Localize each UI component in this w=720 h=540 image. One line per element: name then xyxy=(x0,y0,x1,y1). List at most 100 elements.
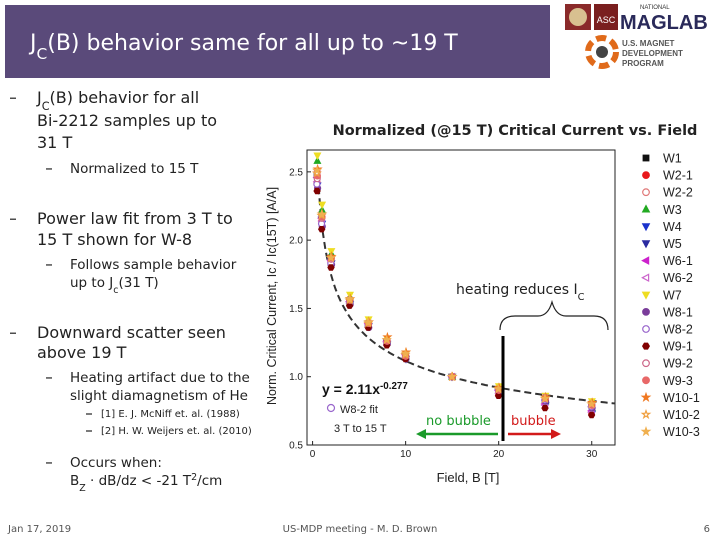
data-point xyxy=(313,156,322,164)
logo-mdp-text: PROGRAM xyxy=(622,59,664,68)
text-run: Follows sample behavior xyxy=(70,257,237,273)
text-run: J xyxy=(36,88,42,107)
text-run: [2] H. W. Weijers et. al. (2010) xyxy=(101,426,252,437)
footer-page: 6 xyxy=(704,524,710,535)
bullet-text: JC(B) behavior for all xyxy=(36,88,199,113)
x-axis-label: Field, B [T] xyxy=(437,470,500,485)
legend-label: W10-2 xyxy=(663,408,700,422)
chart-title: Normalized (@15 T) Critical Current vs. … xyxy=(333,123,698,139)
legend-marker xyxy=(641,223,651,232)
plot-frame xyxy=(306,149,616,446)
legend-marker xyxy=(642,188,650,197)
legend-label: W9-2 xyxy=(663,357,693,371)
data-point xyxy=(381,334,392,345)
bullet-text: 15 T shown for W-8 xyxy=(37,230,192,249)
legend-marker xyxy=(642,342,650,350)
data-point xyxy=(318,201,327,210)
data-point xyxy=(313,187,321,195)
legend-marker xyxy=(642,308,650,316)
data-point xyxy=(446,371,458,381)
data-point xyxy=(313,152,322,161)
fit-legend-marker xyxy=(326,403,336,413)
legend-marker xyxy=(642,154,650,162)
footer-meeting: US-MDP meeting - M. D. Brown xyxy=(283,524,438,535)
x-tick-label: 10 xyxy=(400,449,412,460)
legend-marker xyxy=(641,204,651,213)
subscript: C xyxy=(578,292,585,303)
text-run: (B) behavior same for all up to ~19 T xyxy=(47,31,458,56)
text-run: J xyxy=(28,31,37,56)
bullet-text: Downward scatter seen xyxy=(37,323,226,342)
legend-marker xyxy=(641,256,650,265)
bullet-text: [1] E. J. McNiff et. al. (1988) xyxy=(101,409,240,420)
legend-label: W4 xyxy=(663,220,682,234)
data-point xyxy=(327,248,336,256)
data-point xyxy=(541,404,549,412)
legend-marker xyxy=(641,291,651,300)
bullet-text: 31 T xyxy=(37,133,72,152)
logo-mdp-core xyxy=(596,46,608,58)
bullet-text: above 19 T xyxy=(37,343,127,362)
legend-marker xyxy=(642,171,650,180)
x-tick-label: 20 xyxy=(493,449,505,460)
y-tick-label: 2.5 xyxy=(289,167,303,178)
legend-label: W9-1 xyxy=(663,340,693,354)
text-run: [1] E. J. McNiff et. al. (1988) xyxy=(101,409,240,420)
arrowhead xyxy=(416,429,426,439)
fit-exponent: -0.277 xyxy=(380,381,408,392)
text-run: up to J xyxy=(70,275,113,291)
bullet-text: Bi-2212 samples up to xyxy=(37,111,217,130)
brace xyxy=(499,299,609,331)
data-point xyxy=(311,164,323,175)
text-run: B xyxy=(70,473,79,489)
x-tick-label: 0 xyxy=(310,449,316,460)
annotation: heating reduces IC xyxy=(456,282,585,303)
text-run: Power law fit from 3 T to xyxy=(37,209,233,228)
subscript: C xyxy=(42,100,50,113)
bullet-text: Normalized to 15 T xyxy=(70,161,199,177)
data-point xyxy=(344,293,355,304)
text-run: Normalized to 15 T xyxy=(70,161,199,177)
annotation: bubble xyxy=(511,414,556,429)
legend-label: W8-2 xyxy=(663,323,693,337)
y-tick-label: 0.5 xyxy=(289,441,303,452)
legend-marker xyxy=(642,325,650,333)
y-axis-label: Norm. Critical Current, Ic / Ic(15T) [A/… xyxy=(265,187,279,405)
legend-label: W5 xyxy=(663,237,682,251)
logo-mdp-text: U.S. MAGNET xyxy=(622,39,675,48)
subscript: Z xyxy=(79,483,86,494)
data-point xyxy=(318,226,326,233)
legend-label: W2-2 xyxy=(663,186,693,200)
data-point xyxy=(494,392,503,399)
legend-label: W7 xyxy=(663,288,682,302)
logo-group: ASC NATIONAL MAGLAB U.S. MAGNET DEVELOPM… xyxy=(565,4,708,69)
data-point xyxy=(327,264,335,271)
text-run: 31 T xyxy=(37,133,72,152)
data-point xyxy=(316,208,327,219)
legend-marker xyxy=(640,425,652,437)
logo-seal-inner xyxy=(569,8,587,26)
title-bar xyxy=(5,5,550,78)
y-tick-label: 1.5 xyxy=(289,304,303,315)
fit-name: W8-2 fit xyxy=(340,404,378,416)
data-point xyxy=(586,398,597,409)
legend-marker xyxy=(642,376,650,385)
legend-marker xyxy=(640,408,652,420)
bullet-text: slight diamagnetism of He xyxy=(70,388,248,404)
bullet-text: up to Jc(31 T) xyxy=(70,275,159,296)
fit-equation: y = 2.11x-0.277 xyxy=(322,381,408,398)
legend-marker xyxy=(640,391,652,403)
legend-label: W10-1 xyxy=(663,391,700,405)
annotation: no bubble xyxy=(426,414,491,429)
legend-label: W8-1 xyxy=(663,305,693,319)
legend-label: W1 xyxy=(663,152,682,166)
bullet-text: BZ · dB/dz < -21 T2/cm xyxy=(70,472,222,494)
bullet-text: Follows sample behavior xyxy=(70,257,237,273)
fit-range: 3 T to 15 T xyxy=(334,423,387,435)
text-run: (B) behavior for all xyxy=(50,88,200,107)
data-point xyxy=(400,347,411,358)
legend-label: W3 xyxy=(663,203,682,217)
data-point xyxy=(311,167,323,178)
legend-label: W10-3 xyxy=(663,425,700,439)
